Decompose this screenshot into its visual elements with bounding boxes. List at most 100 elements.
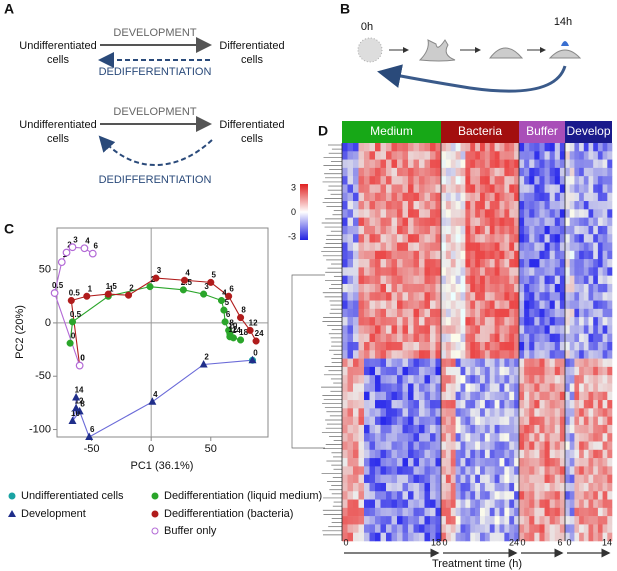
heatmap-cell [353, 342, 359, 351]
heatmap-cell [574, 151, 580, 160]
heatmap-cell [519, 209, 525, 218]
heatmap-cell [588, 383, 594, 393]
heatmap-cell [574, 482, 580, 492]
heatmap-cell [588, 184, 594, 194]
heatmap-cell [597, 416, 603, 426]
heatmap-cell [353, 201, 359, 210]
heatmap-cell [544, 474, 550, 484]
heatmap-cell [386, 176, 392, 185]
heatmap-cell [499, 176, 505, 185]
heatmap-cell [369, 491, 376, 500]
heatmap-cell [430, 308, 436, 318]
heatmap-cell [597, 366, 603, 376]
heatmap-cell [347, 300, 354, 310]
heatmap-cell [435, 308, 442, 318]
heatmap-cell [386, 242, 392, 252]
heatmap-cell [342, 184, 348, 194]
heatmap-cell [441, 366, 447, 376]
heatmap-cell [559, 333, 566, 343]
heatmap-cell [391, 524, 398, 534]
heatmap-cell [342, 516, 348, 525]
heatmap-cell [574, 424, 580, 434]
heatmap-cell [579, 350, 585, 359]
heatmap-cell [435, 292, 442, 301]
heatmap-cell [369, 383, 376, 393]
heatmap-cell [353, 308, 359, 318]
heatmap-cell [424, 325, 431, 335]
heatmap-cell [602, 516, 608, 525]
heatmap-cell [402, 275, 409, 285]
heatmap-cell [489, 234, 495, 243]
heatmap-cell [480, 482, 486, 492]
heatmap-cell [544, 400, 550, 409]
heatmap-cell [435, 474, 442, 484]
heatmap-cell [397, 317, 403, 326]
y-axis-label: PC2 (20%) [14, 305, 26, 359]
heatmap-cell [369, 441, 376, 451]
heatmap-cell [489, 458, 495, 467]
heatmap-cell [402, 516, 409, 525]
heatmap-cell [386, 466, 392, 475]
heatmap-cell [380, 333, 387, 343]
heatmap-cell [597, 358, 603, 368]
heatmap-cell [435, 507, 442, 517]
heatmap-cell [554, 366, 561, 376]
heatmap-cell [450, 267, 456, 276]
heatmap-cell [369, 342, 376, 351]
heatmap-cell [391, 267, 398, 276]
heatmap-cell [470, 408, 476, 417]
heatmap-cell [424, 234, 431, 243]
heatmap-cell [514, 400, 520, 409]
heatmap-cell [445, 267, 452, 276]
heatmap-cell [607, 524, 613, 534]
heatmap-cell [369, 217, 376, 227]
heatmap-cell [430, 333, 436, 343]
heatmap-cell [435, 159, 442, 169]
heatmap-cell [470, 466, 476, 475]
heatmap-cell [450, 358, 456, 368]
heatmap-cell [475, 466, 481, 475]
heatmap-cell [607, 408, 613, 417]
point [72, 393, 81, 401]
end-label: cells [241, 54, 264, 66]
heatmap-cell [397, 192, 403, 202]
heatmap-cell [375, 192, 381, 202]
heatmap-cell [358, 358, 365, 368]
heatmap-cell [579, 375, 585, 384]
heatmap-cell [544, 217, 550, 227]
heatmap-cell [455, 201, 461, 210]
point [88, 249, 97, 258]
heatmap-cell [583, 167, 589, 177]
heatmap-cell [583, 283, 589, 293]
heatmap-cell [358, 466, 365, 475]
heatmap-cell [441, 400, 447, 409]
heatmap-cell [494, 416, 500, 426]
heatmap-cell [524, 225, 530, 235]
dendro-branch [291, 274, 325, 449]
heatmap-cell [413, 300, 420, 310]
heatmap-cell [450, 482, 456, 492]
heatmap-cell [602, 524, 608, 534]
heatmap-cell [519, 358, 525, 368]
heatmap-cell [441, 524, 447, 534]
heatmap-cell [435, 449, 442, 459]
heatmap-cell [380, 383, 387, 393]
heatmap-cell [465, 292, 471, 301]
heatmap-cell [441, 441, 447, 451]
heatmap-cell [519, 474, 525, 484]
heatmap-cell [499, 283, 505, 293]
heatmap-cell [475, 416, 481, 426]
heatmap-cell [544, 441, 550, 451]
heatmap-cell [607, 516, 613, 525]
heatmap-cell [402, 159, 409, 169]
heatmap-cell [607, 391, 613, 401]
heatmap-cell [391, 151, 398, 160]
time-tick-label: 14 [602, 537, 612, 547]
heatmap-cell [353, 449, 359, 459]
heatmap-cell [544, 242, 550, 252]
x-tick-label: 0 [148, 443, 154, 455]
heatmap-cell [554, 267, 561, 276]
heatmap-cell [499, 466, 505, 475]
heatmap-cell [450, 242, 456, 252]
heatmap-cell [475, 499, 481, 509]
